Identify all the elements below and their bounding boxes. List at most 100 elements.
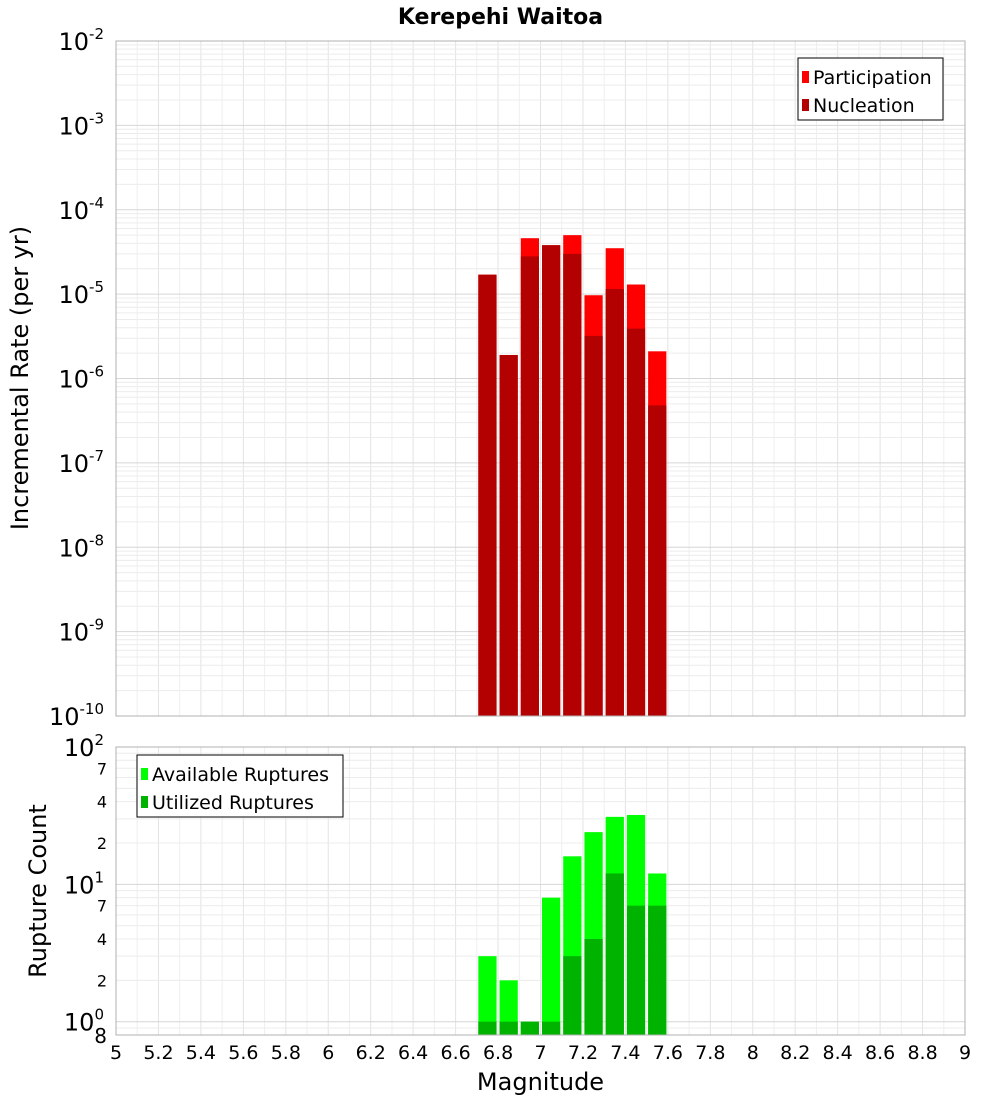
tick-exponent: -9 <box>89 616 104 634</box>
x-tick-label: 8.8 <box>907 1042 937 1064</box>
rate-y-tick-label: 10-4 <box>58 194 104 225</box>
count-y-minor-tick-label: 4 <box>97 793 107 812</box>
x-tick-label: 7 <box>534 1042 546 1064</box>
x-tick-label: 7.6 <box>653 1042 683 1064</box>
count-bar-available-ruptures <box>478 956 497 1035</box>
rate-legend-box <box>797 57 944 121</box>
count-bar-utilized-ruptures <box>584 939 603 1035</box>
rate-bar-nucleation <box>499 354 518 716</box>
x-tick-label: 5.6 <box>228 1042 258 1064</box>
tick-exponent: 0 <box>94 1006 104 1024</box>
rate-y-axis-title: Incremental Rate (per yr) <box>6 226 34 530</box>
rate-y-tick-label: 10-8 <box>58 531 104 562</box>
count-legend-swatch <box>141 796 148 808</box>
rate-legend-entry-label: Participation <box>813 67 932 89</box>
tick-base: 10 <box>49 703 80 731</box>
count-bar-utilized-ruptures <box>648 905 667 1035</box>
tick-exponent: -8 <box>89 531 104 549</box>
x-tick-label: 6 <box>322 1042 334 1064</box>
x-tick-label: 6.2 <box>356 1042 386 1064</box>
count-bar-utilized-ruptures <box>520 1021 539 1035</box>
x-axis-title: Magnitude <box>477 1068 604 1096</box>
x-tick-label: 6.4 <box>398 1042 428 1064</box>
tick-base: 10 <box>64 1009 95 1037</box>
tick-exponent: 2 <box>94 731 104 749</box>
rate-y-tick-label: 10-2 <box>58 25 104 56</box>
x-tick-label: 8.6 <box>865 1042 895 1064</box>
rate-bar-nucleation <box>563 253 582 716</box>
count-bar-utilized-ruptures <box>542 1021 561 1035</box>
rate-bar-nucleation <box>520 256 539 716</box>
tick-exponent: -6 <box>89 363 104 381</box>
rate-bar-nucleation <box>648 405 667 716</box>
tick-exponent: -5 <box>89 278 104 296</box>
count-legend-swatch <box>141 768 148 780</box>
count-y-minor-tick-label: 2 <box>97 971 107 990</box>
count-y-minor-tick-label: 8 <box>94 1024 107 1048</box>
bottom-plot-frame <box>115 746 966 1036</box>
count-bar-utilized-ruptures <box>626 905 646 1035</box>
tick-base: 10 <box>64 734 95 762</box>
count-bar-utilized-ruptures <box>563 956 582 1035</box>
x-tick-label: 5.8 <box>271 1042 301 1064</box>
count-y-minor-tick-label: 4 <box>97 930 107 949</box>
count-y-major-tick-label: 100 <box>64 1006 104 1037</box>
count-bar-utilized-ruptures <box>478 1021 497 1035</box>
rate-y-tick-label: 10-5 <box>58 278 104 309</box>
rate-y-tick-label: 10-10 <box>49 700 104 731</box>
top-plot-frame <box>115 40 966 717</box>
count-legend-entry-label: Utilized Ruptures <box>152 792 314 814</box>
tick-base: 10 <box>58 281 89 309</box>
count-bar-available-ruptures <box>542 897 561 1035</box>
tick-exponent: 1 <box>94 868 104 886</box>
rate-bar-nucleation <box>542 245 561 717</box>
x-tick-label: 7.2 <box>568 1042 598 1064</box>
x-tick-label: 8.4 <box>823 1042 853 1064</box>
tick-base: 10 <box>58 534 89 562</box>
tick-exponent: -10 <box>80 700 105 718</box>
x-tick-label: 7.8 <box>695 1042 725 1064</box>
tick-base: 10 <box>64 871 95 899</box>
count-bar-utilized-ruptures <box>499 1021 518 1035</box>
count-legend-entry-label: Available Ruptures <box>152 764 329 786</box>
tick-base: 10 <box>58 112 89 140</box>
chart-title: Kerepehi Waitoa <box>398 5 603 30</box>
rate-legend-swatch <box>802 71 809 83</box>
tick-base: 10 <box>58 366 89 394</box>
rate-y-tick-label: 10-9 <box>58 616 104 647</box>
count-bar-utilized-ruptures <box>605 873 624 1035</box>
x-tick-label: 8.2 <box>780 1042 810 1064</box>
rate-y-tick-label: 10-3 <box>58 109 104 140</box>
x-tick-label: 6.8 <box>483 1042 513 1064</box>
rate-bar-nucleation <box>478 274 497 716</box>
tick-base: 10 <box>58 28 89 56</box>
count-y-major-tick-label: 101 <box>64 868 104 899</box>
count-legend-box <box>136 754 344 818</box>
x-tick-label: 9 <box>959 1042 971 1064</box>
rate-legend-entry-label: Nucleation <box>813 95 915 117</box>
x-tick-label: 5 <box>110 1042 122 1064</box>
count-bar-available-ruptures <box>499 980 518 1035</box>
tick-base: 10 <box>58 450 89 478</box>
tick-base: 10 <box>58 619 89 647</box>
x-tick-label: 7.4 <box>610 1042 640 1064</box>
tick-exponent: -4 <box>89 194 104 212</box>
x-tick-label: 5.2 <box>143 1042 173 1064</box>
count-y-axis-title: Rupture Count <box>24 804 52 978</box>
count-y-major-tick-label: 102 <box>64 731 104 762</box>
count-y-minor-tick-label: 2 <box>97 834 107 853</box>
x-tick-label: 8 <box>747 1042 759 1064</box>
rate-y-tick-label: 10-6 <box>58 363 104 394</box>
rate-y-tick-label: 10-7 <box>58 447 104 478</box>
count-y-minor-tick-label: 7 <box>97 897 107 916</box>
rate-bar-nucleation <box>605 289 624 716</box>
tick-base: 10 <box>58 197 89 225</box>
rate-legend-swatch <box>802 99 809 111</box>
tick-exponent: -2 <box>89 25 104 43</box>
rate-bar-nucleation <box>584 335 603 716</box>
x-tick-label: 5.4 <box>186 1042 216 1064</box>
x-tick-label: 6.6 <box>440 1042 470 1064</box>
rate-bar-nucleation <box>626 328 646 716</box>
